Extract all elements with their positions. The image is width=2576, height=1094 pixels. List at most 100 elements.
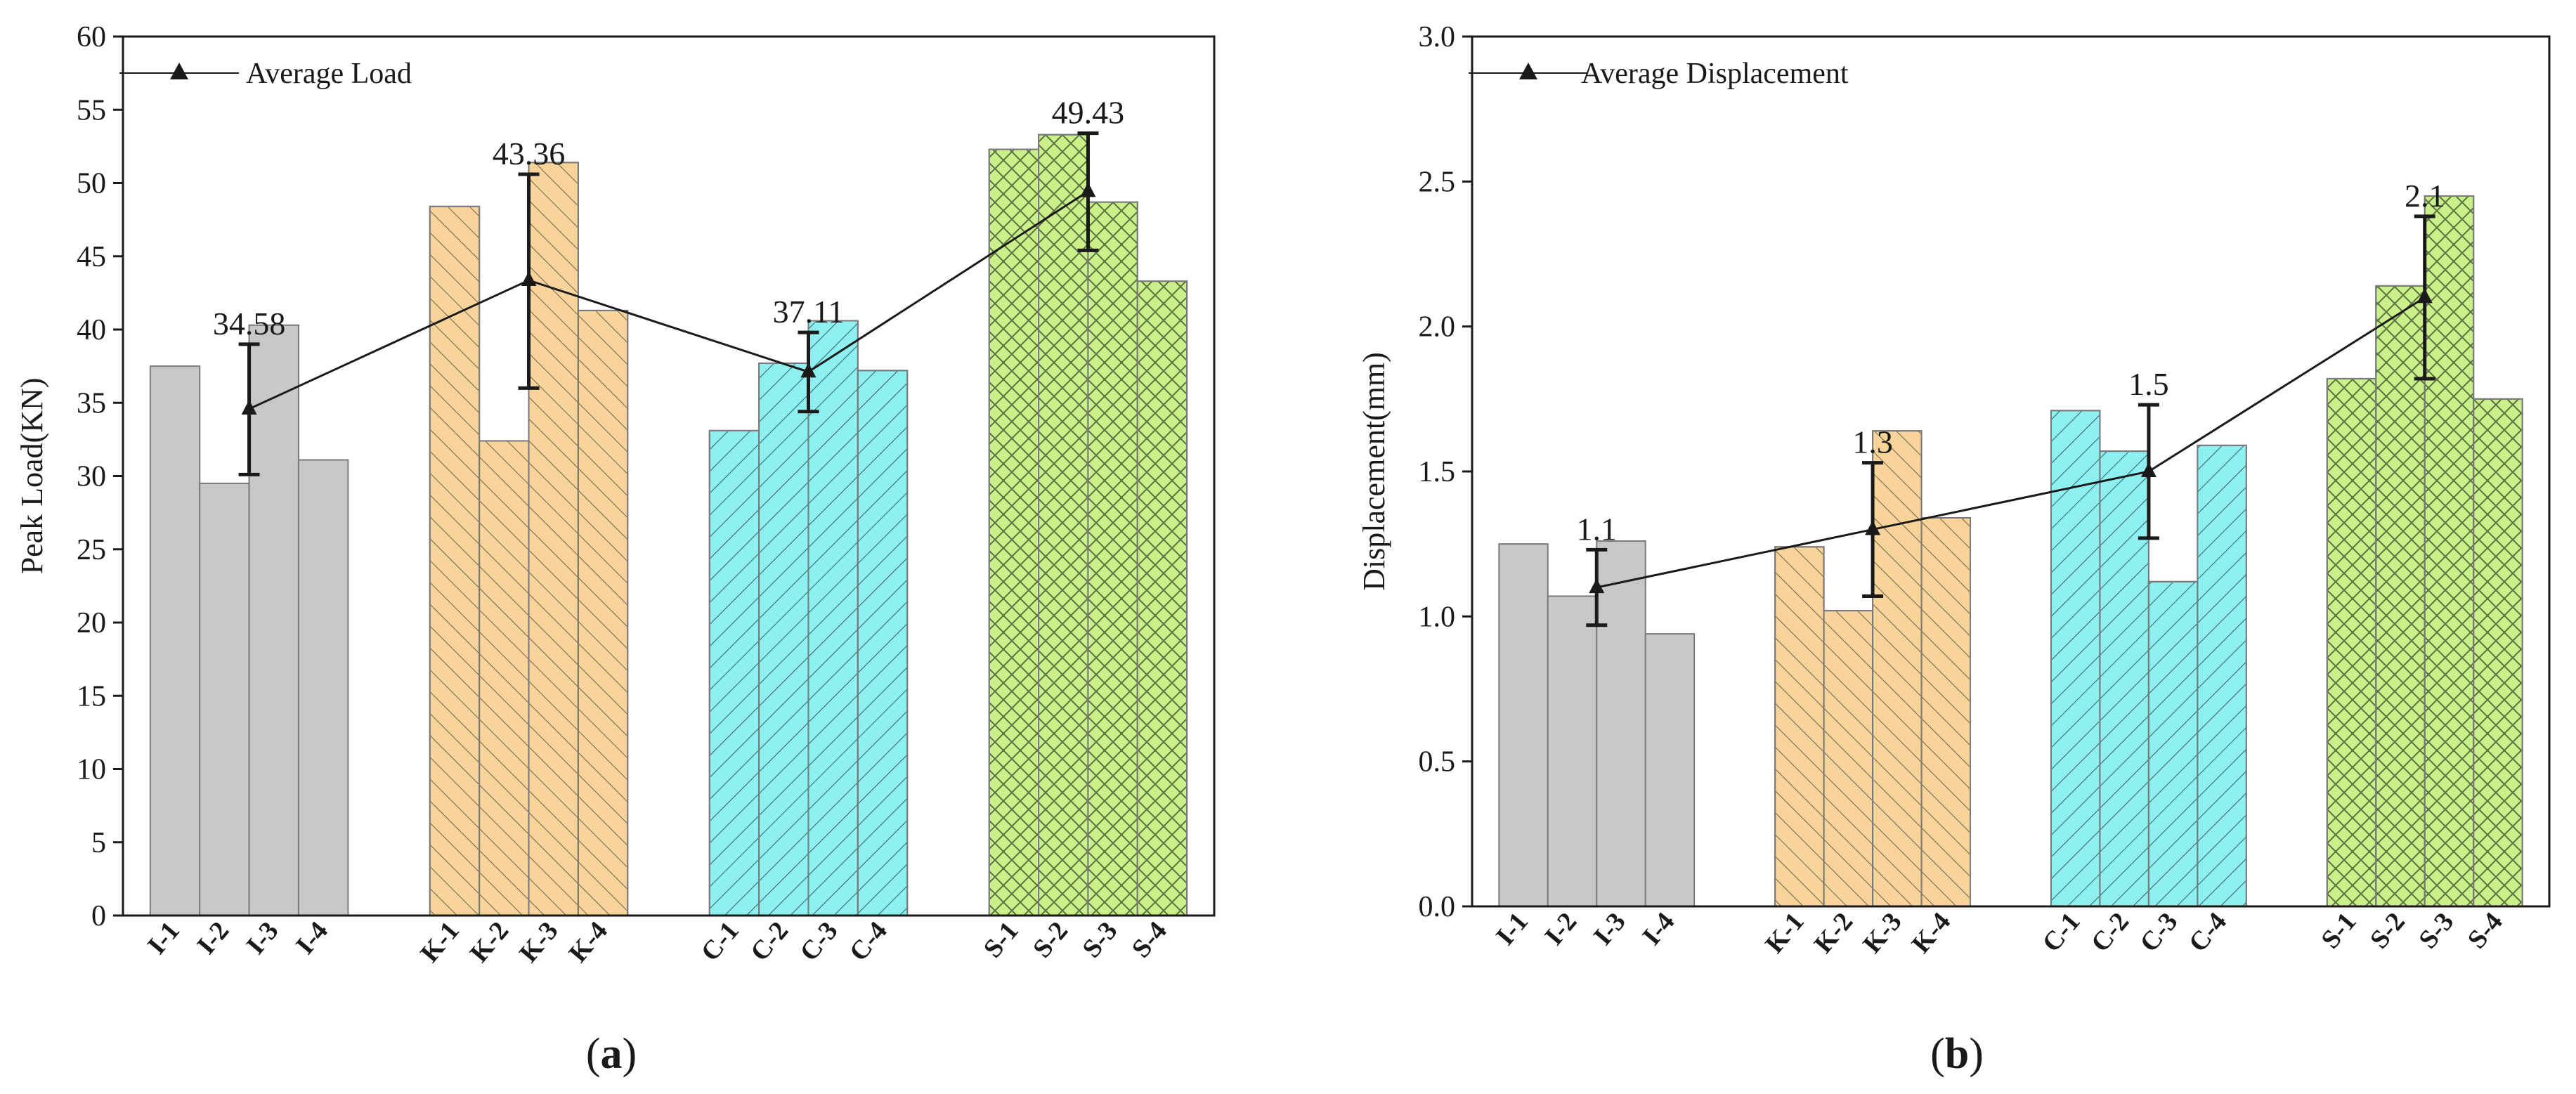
average-data-label: 34.58 (213, 306, 286, 341)
x-tick-label-s-4: S-4 (2462, 907, 2509, 954)
x-tick-label-s-4: S-4 (1126, 916, 1173, 963)
bar-hatch-k-3 (1872, 430, 1923, 907)
y-tick-label: 60 (77, 21, 106, 53)
x-tick-label-c-3: C-3 (2134, 907, 2183, 958)
average-marker (1589, 578, 1605, 594)
bar-i-1 (149, 365, 201, 916)
bar-hatch-c-1 (2050, 410, 2101, 907)
y-tick-label: 2.5 (1419, 166, 1456, 198)
legend-marker (1519, 63, 1537, 79)
average-data-label: 43.36 (493, 136, 566, 171)
bar-hatch-k-1 (1774, 546, 1825, 907)
x-tick-label-s-1: S-1 (978, 916, 1024, 963)
average-marker (2416, 288, 2433, 304)
bar-i-2 (1547, 595, 1598, 907)
y-tick-label: 35 (77, 387, 106, 419)
bar-hatch-s-2 (2375, 285, 2426, 908)
x-tick-label-c-3: C-3 (794, 916, 843, 967)
bar-hatch-c-4 (2197, 444, 2247, 907)
y-tick-label: 3.0 (1419, 21, 1456, 53)
x-tick-label-c-2: C-2 (2086, 907, 2135, 958)
bar-i-1 (1498, 543, 1549, 907)
bar-i-4 (1644, 633, 1696, 907)
average-marker (241, 400, 257, 415)
bar-hatch-s-3 (2424, 195, 2475, 907)
x-tick-label-k-1: K-1 (415, 916, 465, 968)
bar-hatch-k-2 (479, 440, 530, 916)
bar-hatch-c-2 (758, 362, 809, 916)
y-tick-label: 20 (77, 607, 106, 639)
average-marker (2140, 462, 2157, 477)
bar-hatch-s-1 (2326, 377, 2377, 907)
y-tick-label: 5 (91, 827, 106, 859)
x-tick-label-i-4: I-4 (290, 916, 334, 960)
bar-hatch-c-4 (857, 370, 909, 916)
x-tick-label-i-2: I-2 (1539, 907, 1582, 951)
legend-label: Average Load (246, 58, 412, 90)
y-tick-label: 55 (77, 94, 106, 126)
bar-hatch-k-4 (1920, 517, 1972, 907)
y-tick-label: 25 (77, 534, 106, 566)
x-tick-label-i-3: I-3 (241, 916, 285, 960)
y-axis-label: Displacement(mm) (1357, 352, 1391, 591)
x-tick-label-c-1: C-1 (696, 916, 745, 967)
bar-hatch-c-3 (807, 320, 859, 916)
average-marker (1865, 520, 1881, 535)
y-tick-label: 40 (77, 314, 106, 346)
bar-hatch-s-4 (2473, 398, 2523, 907)
panel-b-label: (b) (1930, 1030, 1984, 1078)
average-line (248, 190, 1089, 410)
x-tick-label-s-1: S-1 (2315, 907, 2362, 954)
x-tick-label-s-2: S-2 (2364, 907, 2411, 954)
bar-hatch-s-2 (1038, 134, 1089, 917)
x-tick-label-k-2: K-2 (1809, 907, 1859, 959)
y-tick-label: 2.0 (1419, 311, 1456, 344)
y-tick-label: 0.5 (1419, 746, 1456, 779)
panel-a-label: (a) (586, 1030, 637, 1078)
average-data-label: 1.1 (1577, 511, 1618, 547)
y-tick-label: 0 (91, 900, 106, 932)
bar-hatch-c-1 (708, 429, 760, 916)
x-tick-label-c-4: C-4 (2183, 907, 2232, 958)
bar-hatch-s-1 (988, 148, 1040, 916)
x-tick-label-k-4: K-4 (563, 916, 613, 968)
x-tick-label-i-1: I-1 (1490, 907, 1534, 951)
x-tick-label-i-3: I-3 (1588, 907, 1632, 951)
x-tick-label-c-1: C-1 (2036, 907, 2086, 958)
average-data-label: 37.11 (773, 294, 845, 330)
average-data-label: 2.1 (2405, 178, 2445, 214)
x-tick-label-c-4: C-4 (844, 916, 893, 967)
average-data-label: 1.3 (1852, 424, 1893, 460)
panel-a-chart: I-1 I-2 I-3 I-4 K-1K-2K-3K-4 C-1 C-2 C-3 C-4 S-1 S… (15, 21, 1216, 968)
y-tick-label: 1.0 (1419, 601, 1456, 633)
y-tick-label: 0.0 (1419, 891, 1456, 923)
y-axis-label: Peak Load(KN) (15, 378, 49, 575)
legend-marker (170, 63, 188, 79)
average-marker (800, 363, 817, 378)
x-tick-label-k-4: K-4 (1906, 907, 1957, 959)
average-line (1596, 297, 2426, 589)
y-tick-label: 15 (77, 680, 106, 712)
x-tick-label-i-4: I-4 (1637, 907, 1680, 951)
bar-hatch-c-2 (2099, 450, 2149, 907)
y-tick-label: 45 (77, 241, 106, 273)
bar-i-3 (248, 324, 299, 916)
x-tick-label-k-3: K-3 (1857, 907, 1908, 959)
x-tick-label-s-3: S-3 (2413, 907, 2459, 954)
bar-hatch-k-3 (528, 162, 579, 916)
x-tick-label-s-2: S-2 (1027, 916, 1074, 963)
y-tick-label: 50 (77, 168, 106, 200)
bar-hatch-k-2 (1823, 610, 1874, 908)
average-marker (521, 271, 537, 286)
y-tick-label: 30 (77, 461, 106, 493)
average-marker (1080, 182, 1096, 197)
bar-hatch-s-4 (1136, 280, 1188, 916)
y-tick-label: 10 (77, 754, 106, 786)
average-data-label: 1.5 (2128, 366, 2169, 402)
bar-hatch-c-3 (2147, 580, 2199, 908)
x-tick-label-s-3: S-3 (1076, 916, 1123, 963)
bar-hatch-s-3 (1087, 201, 1138, 917)
legend-label: Average Displacement (1581, 58, 1849, 90)
bar-hatch-k-1 (429, 205, 481, 916)
